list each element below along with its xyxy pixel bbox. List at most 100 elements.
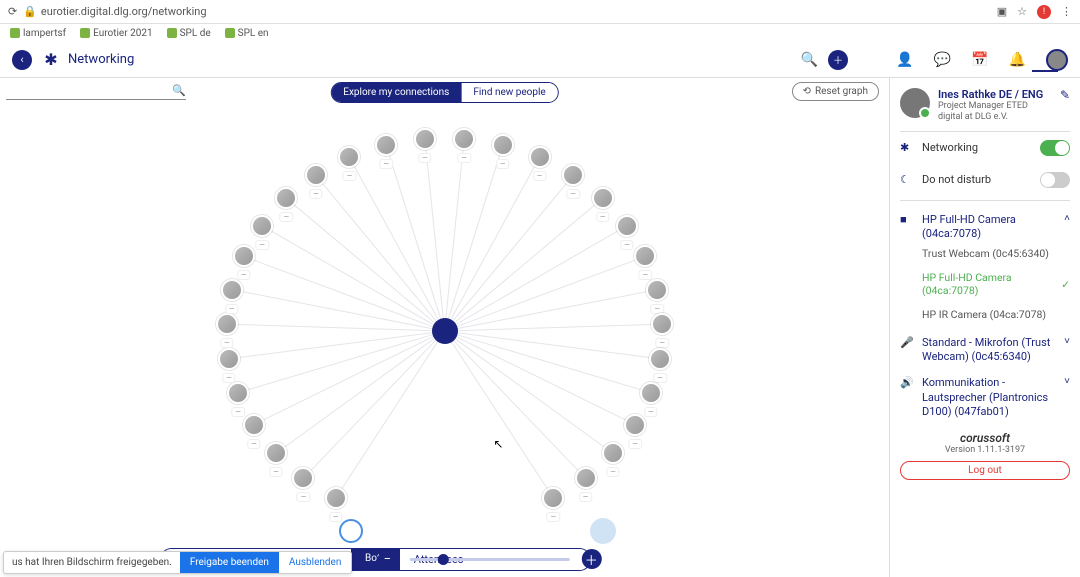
calendar-icon[interactable]: 📅: [971, 52, 988, 68]
chevron-down-icon: ˅: [1064, 376, 1070, 387]
graph-node-label: —: [547, 512, 560, 522]
graph-node[interactable]: [492, 134, 514, 156]
graph-node[interactable]: [265, 442, 287, 464]
graph-faded-node[interactable]: [590, 518, 616, 544]
account-badge[interactable]: !: [1037, 5, 1051, 19]
graph-node[interactable]: [227, 382, 249, 404]
graph-node[interactable]: [616, 215, 638, 237]
logout-button[interactable]: Log out: [900, 461, 1070, 480]
share-status-text: us hat Ihren Bildschirm freigegeben.: [4, 552, 180, 573]
url-text[interactable]: eurotier.digital.dlg.org/networking: [41, 5, 997, 18]
zoom-slider[interactable]: [409, 558, 569, 561]
pill-find-new[interactable]: Find new people: [461, 83, 557, 102]
chevron-up-icon: ˄: [1064, 213, 1070, 224]
reset-graph-button[interactable]: ⟲ Reset graph: [792, 82, 879, 101]
toggle-label: Networking: [922, 141, 1032, 154]
graph-node-label: —: [309, 189, 322, 199]
camera-icon: ■: [900, 213, 914, 226]
avatar[interactable]: [900, 88, 930, 118]
reload-icon[interactable]: ⟳: [8, 5, 17, 18]
graph-node[interactable]: [624, 414, 646, 436]
profile-name: Ines Rathke DE / ENG: [938, 88, 1052, 101]
pill-explore[interactable]: Explore my connections: [331, 83, 461, 102]
graph-node[interactable]: [414, 128, 436, 150]
star-icon[interactable]: ☆: [1017, 5, 1027, 18]
graph-node[interactable]: [453, 128, 475, 150]
bell-icon[interactable]: 🔔: [1009, 52, 1026, 68]
speaker-section-toggle[interactable]: 🔊 Kommunikation - Lautsprecher (Plantron…: [900, 376, 1070, 419]
add-button[interactable]: ＋: [828, 50, 848, 70]
graph-node-label: —: [596, 212, 609, 222]
graph-node-label: —: [457, 153, 470, 163]
graph-node-label: —: [655, 338, 668, 348]
search-icon[interactable]: 🔍: [172, 84, 186, 97]
chat-icon[interactable]: 💬: [934, 52, 951, 68]
lock-icon: 🔒: [23, 5, 37, 18]
graph-node[interactable]: [651, 313, 673, 335]
graph-node[interactable]: [243, 414, 265, 436]
graph-node-label: —: [533, 171, 546, 181]
bookmark-item[interactable]: lampertsf: [10, 28, 66, 39]
camera-option[interactable]: HP IR Camera (04ca:7078): [922, 308, 1070, 322]
graph-node-label: —: [220, 338, 233, 348]
edit-icon[interactable]: ✎: [1060, 88, 1070, 102]
zoom-in-button[interactable]: ＋: [581, 549, 601, 569]
graph-node-label: —: [379, 159, 392, 169]
graph-node[interactable]: [375, 134, 397, 156]
graph-node[interactable]: [275, 187, 297, 209]
graph-node-label: —: [237, 270, 250, 280]
graph-node[interactable]: [216, 313, 238, 335]
graph-node[interactable]: [640, 382, 662, 404]
graph-node[interactable]: [634, 245, 656, 267]
dnd-toggle[interactable]: [1040, 172, 1070, 188]
avatar[interactable]: [1046, 49, 1068, 71]
graph-center-node[interactable]: [432, 318, 458, 344]
hide-share-button[interactable]: Ausblenden: [279, 552, 351, 573]
bookmark-item[interactable]: SPL de: [167, 28, 211, 39]
chevron-down-icon: ˅: [1064, 336, 1070, 347]
zoom-out-button[interactable]: −: [377, 549, 397, 569]
graph-node[interactable]: [251, 215, 273, 237]
kebab-icon[interactable]: ⋮: [1061, 5, 1072, 18]
graph-node[interactable]: [221, 279, 243, 301]
graph-node[interactable]: [529, 146, 551, 168]
graph-node-label: —: [650, 304, 663, 314]
bookmark-item[interactable]: SPL en: [225, 28, 269, 39]
graph-node[interactable]: [305, 164, 327, 186]
graph-node[interactable]: [646, 279, 668, 301]
graph-node[interactable]: [602, 442, 624, 464]
version-text: Version 1.11.1-3197: [900, 445, 1070, 455]
mode-toggle[interactable]: Explore my connections Find new people: [330, 82, 558, 103]
camera-section-toggle[interactable]: ■ HP Full-HD Camera (04ca:7078) ˄: [900, 213, 1070, 242]
graph-node[interactable]: [649, 348, 671, 370]
search-input[interactable]: [6, 82, 172, 99]
camera-option[interactable]: Trust Webcam (0c45:6340): [922, 247, 1070, 261]
graph-node-label: —: [418, 153, 431, 163]
networking-toggle[interactable]: [1040, 140, 1070, 156]
graph-search[interactable]: 🔍: [6, 82, 186, 100]
search-icon[interactable]: 🔍: [801, 52, 818, 68]
stop-sharing-button[interactable]: Freigabe beenden: [180, 552, 279, 573]
graph-node-label: —: [639, 270, 652, 280]
back-button[interactable]: ‹: [12, 50, 32, 70]
graph-canvas[interactable]: 🔍 Explore my connections Find new people…: [0, 78, 890, 577]
networking-icon: ✱: [42, 51, 60, 69]
graph-selected-ring[interactable]: [339, 519, 363, 543]
graph-node[interactable]: [218, 348, 240, 370]
graph-node-label: —: [222, 373, 235, 383]
toggle-label: Do not disturb: [922, 173, 1032, 186]
graph-node[interactable]: [325, 487, 347, 509]
graph-node[interactable]: [233, 245, 255, 267]
cast-icon[interactable]: ▣: [997, 5, 1007, 18]
bookmark-item[interactable]: Eurotier 2021: [80, 28, 152, 39]
camera-option[interactable]: HP Full-HD Camera (04ca:7078)✓: [922, 271, 1070, 298]
graph-node[interactable]: [575, 467, 597, 489]
graph-node[interactable]: [292, 467, 314, 489]
graph-node[interactable]: [338, 146, 360, 168]
mic-section-toggle[interactable]: 🎤 Standard - Mikrofon (Trust Webcam) (0c…: [900, 336, 1070, 365]
graph-node[interactable]: [562, 164, 584, 186]
speaker-icon: 🔊: [900, 376, 914, 389]
person-icon[interactable]: 👤: [896, 52, 913, 68]
graph-node[interactable]: [592, 187, 614, 209]
graph-node[interactable]: [542, 487, 564, 509]
